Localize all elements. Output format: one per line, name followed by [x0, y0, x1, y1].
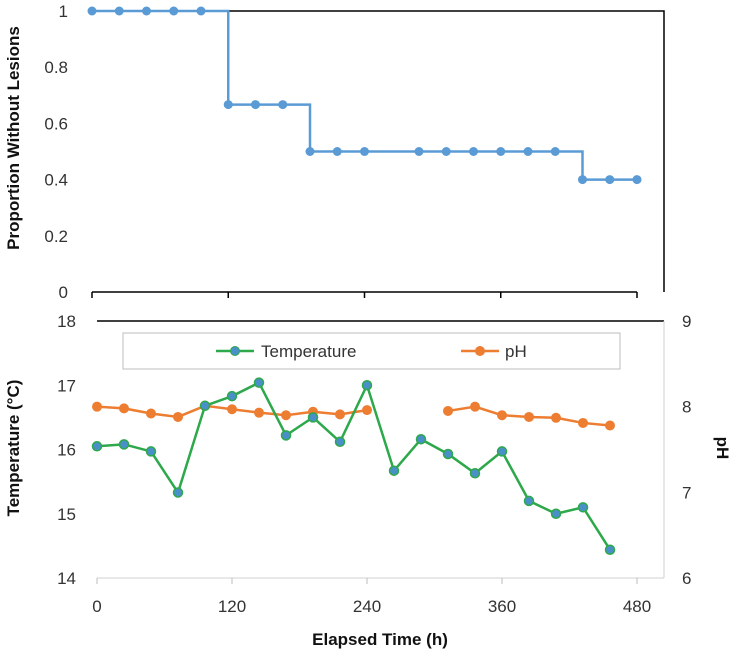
- temperature-series-line: [96, 381, 612, 551]
- ph-data-point: [578, 417, 588, 428]
- ph-data-point: [146, 408, 156, 419]
- top-data-point: [332, 147, 342, 156]
- top-data-point: [305, 147, 315, 156]
- ph-data-point: [551, 412, 561, 423]
- bottom-y-tick-label: 17: [57, 376, 76, 395]
- top-data-point: [469, 147, 478, 156]
- top-y-tick-label: 0.6: [44, 114, 68, 133]
- temperature-data-point: [577, 502, 589, 513]
- temperature-data-point: [334, 436, 346, 448]
- temperature-data-point: [145, 446, 157, 457]
- temperature-data-point: [118, 439, 130, 450]
- top-data-point: [87, 6, 97, 16]
- top-y-axis-title: Proportion Without Lesions: [4, 26, 23, 250]
- top-data-point: [196, 6, 206, 16]
- top-data-point: [550, 147, 560, 156]
- top-data-point: [278, 100, 288, 110]
- bottom-y-tick-label: 18: [57, 312, 76, 331]
- top-y-tick-label: 0: [59, 283, 68, 302]
- top-data-point: [223, 100, 233, 110]
- bottom-x-tick-label: 120: [218, 597, 246, 616]
- bottom-y-ticks: 14 15 16 17 18: [57, 312, 76, 588]
- legend-ph-label: pH: [505, 342, 527, 361]
- temperature-data-point: [523, 495, 535, 507]
- top-data-point: [523, 147, 533, 156]
- top-data-point: [578, 175, 587, 185]
- bottom-y2-ticks: 6 7 8 9: [682, 312, 691, 588]
- legend-box: [122, 332, 621, 370]
- bottom-y-tick-label: 15: [57, 505, 76, 524]
- top-data-point: [632, 175, 642, 185]
- bottom-y-tick-label: 16: [57, 441, 76, 460]
- top-y-tick-label: 0.2: [44, 227, 68, 246]
- temperature-data-point: [253, 377, 265, 388]
- top-data-point: [114, 6, 124, 16]
- ph-data-point: [497, 410, 507, 421]
- temperature-data-point: [172, 487, 184, 498]
- top-series: [87, 6, 642, 185]
- bottom-x-tick-label: 240: [353, 597, 381, 616]
- ph-data-point: [524, 411, 534, 422]
- temperature-data-point: [226, 390, 238, 402]
- temperature-data-point: [91, 441, 103, 452]
- temperature-data-point: [361, 380, 373, 391]
- temperature-data-point: [199, 400, 211, 412]
- temperature-data-point: [280, 430, 292, 441]
- ph-data-point: [119, 403, 129, 414]
- bottom-series: [91, 377, 616, 555]
- top-data-point: [360, 147, 369, 156]
- bottom-x-tick-label: 480: [623, 597, 651, 616]
- top-x-ticks: [91, 292, 638, 298]
- top-data-point: [496, 147, 506, 156]
- top-data-point: [414, 147, 424, 156]
- temperature-data-point: [496, 446, 508, 457]
- top-y-ticks: 0 0.2 0.4 0.6 0.8 1: [44, 2, 68, 302]
- ph-data-point: [281, 410, 291, 421]
- bottom-y2-tick-label: 7: [682, 483, 691, 502]
- ph-data-point: [227, 404, 237, 415]
- temperature-data-point: [604, 544, 616, 555]
- top-y-tick-label: 1: [59, 2, 68, 21]
- legend-ph-marker: [475, 346, 485, 356]
- temperature-data-point: [442, 448, 454, 460]
- ph-data-point: [173, 411, 183, 422]
- bottom-chart: 14 15 16 17 18 6 7 8 9 0 120 240 360 480 Temperatur…: [4, 312, 732, 649]
- ph-data-point: [362, 405, 372, 416]
- top-chart: 0 0.2 0.4 0.6 0.8 1 Proportion Without Lesion…: [4, 2, 665, 302]
- top-data-point: [441, 147, 451, 156]
- temperature-data-point: [550, 508, 562, 519]
- temperature-data-point: [415, 433, 427, 445]
- bottom-y-axis-title: Temperature (°C): [4, 380, 23, 517]
- ph-data-point: [470, 401, 480, 412]
- bottom-x-tick-label: 360: [488, 597, 516, 616]
- ph-data-point: [443, 405, 453, 416]
- temperature-data-point: [388, 465, 400, 476]
- top-data-point: [142, 6, 151, 16]
- ph-data-point: [254, 407, 264, 418]
- bottom-y2-axis-title: pH: [713, 437, 732, 460]
- top-y-tick-label: 0.4: [44, 171, 68, 190]
- top-data-point: [169, 6, 179, 16]
- bottom-y2-tick-label: 9: [682, 312, 691, 331]
- bottom-x-ticks: 0 120 240 360 480: [92, 578, 651, 616]
- bottom-x-tick-label: 0: [92, 597, 101, 616]
- ph-data-point: [605, 420, 615, 431]
- temperature-data-point: [469, 468, 481, 479]
- top-data-point: [251, 100, 260, 110]
- bottom-y2-tick-label: 6: [682, 569, 691, 588]
- top-data-point: [605, 175, 615, 185]
- temperature-data-point: [307, 412, 319, 423]
- legend-temperature-marker: [230, 346, 240, 356]
- bottom-y-tick-label: 14: [57, 569, 76, 588]
- legend: Temperature pH: [122, 332, 621, 370]
- bottom-x-axis-title: Elapsed Time (h): [312, 630, 448, 649]
- legend-temperature-label: Temperature: [261, 342, 356, 361]
- ph-data-point: [335, 409, 345, 420]
- ph-data-point: [92, 401, 102, 412]
- bottom-y2-tick-label: 8: [682, 398, 691, 417]
- top-y-tick-label: 0.8: [44, 58, 68, 77]
